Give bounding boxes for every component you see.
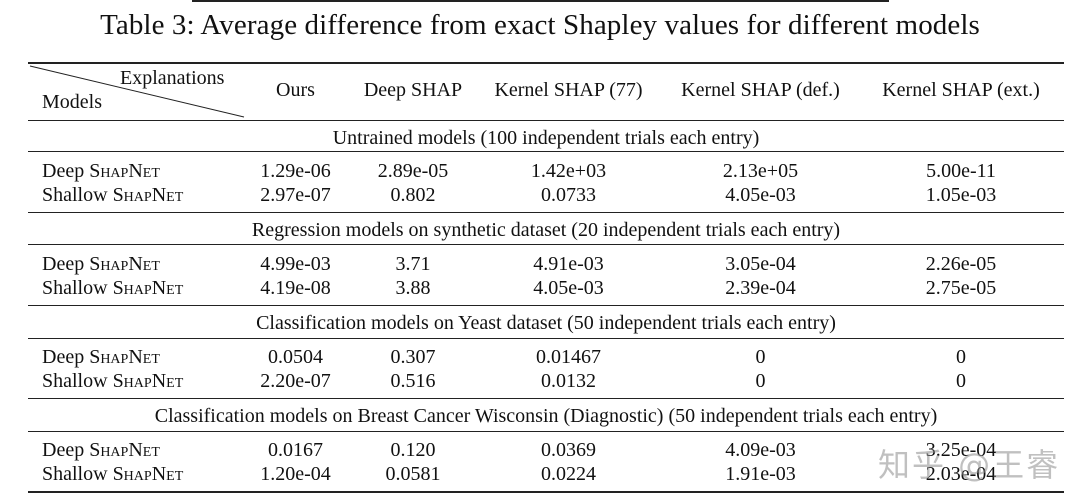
table-row: Shallow ShapNet 2.97e-07 0.802 0.0733 4.…	[28, 183, 1064, 207]
models-label: Models	[42, 91, 102, 113]
model-prefix: Shallow	[42, 184, 113, 206]
model-shapnet: ShapNet	[89, 160, 160, 182]
model-name: Deep ShapNet	[42, 438, 160, 462]
model-name: Deep ShapNet	[42, 345, 160, 369]
section-title-yeast: Classification models on Yeast dataset (…	[256, 312, 836, 334]
section-title-breast-cancer: Classification models on Breast Cancer W…	[154, 405, 938, 427]
cell-kernel-shap-def: 2.39e-04	[725, 277, 796, 299]
cell-kernel-shap-ext: 2.26e-05	[925, 253, 997, 275]
cell-kernel-shap-ext: 2.03e-04	[925, 463, 997, 485]
cell-kernel-shap-def: 1.91e-03	[725, 463, 796, 485]
model-shapnet: ShapNet	[112, 184, 184, 206]
cell-kernel-shap-ext: 3.25e-04	[925, 439, 997, 461]
table-row: Shallow ShapNet 1.20e-04 0.0581 0.0224 1…	[28, 462, 1064, 486]
cell-kernel-shap-77: 0.0132	[541, 370, 596, 392]
cell-kernel-shap-ext: 2.75e-05	[925, 277, 997, 299]
section-title-regression: Regression models on synthetic dataset (…	[251, 219, 841, 241]
cell-kernel-shap-def: 2.13e+05	[722, 160, 799, 182]
cell-kernel-shap-def: 3.05e-04	[725, 253, 796, 275]
col-header-kernel-shap-def: Kernel SHAP (def.)	[681, 79, 840, 101]
model-name: Deep ShapNet	[42, 252, 160, 276]
section-rule	[28, 338, 1064, 339]
cell-deep-shap: 3.88	[395, 277, 431, 299]
table-header: Explanations Models Ours Deep SHAP Kerne…	[28, 64, 1064, 120]
section-title-untrained: Untrained models (100 independent trials…	[332, 127, 760, 149]
model-prefix: Shallow	[42, 463, 113, 485]
cell-ours: 4.99e-03	[260, 253, 331, 275]
model-shapnet: ShapNet	[112, 370, 184, 392]
section-rule	[28, 431, 1064, 432]
model-shapnet: ShapNet	[89, 253, 160, 275]
cell-kernel-shap-ext: 5.00e-11	[926, 160, 996, 182]
table-caption: Table 3: Average difference from exact S…	[100, 9, 980, 41]
cell-kernel-shap-def: 0	[755, 370, 766, 392]
cell-ours: 2.20e-07	[260, 370, 331, 392]
col-header-kernel-shap-77: Kernel SHAP (77)	[494, 79, 643, 101]
cell-kernel-shap-77: 0.0733	[541, 184, 596, 206]
model-shapnet: ShapNet	[112, 277, 184, 299]
cell-ours: 1.29e-06	[260, 160, 331, 182]
cell-deep-shap: 0.802	[390, 184, 436, 206]
col-header-ours: Ours	[276, 79, 315, 101]
cell-kernel-shap-77: 1.42e+03	[530, 160, 607, 182]
cell-kernel-shap-def: 4.09e-03	[725, 439, 796, 461]
cell-kernel-shap-77: 4.05e-03	[533, 277, 604, 299]
cell-kernel-shap-77: 4.91e-03	[533, 253, 604, 275]
table-row: Shallow ShapNet 2.20e-07 0.516 0.0132 0 …	[28, 369, 1064, 393]
cell-ours: 2.97e-07	[260, 184, 331, 206]
header-rule	[28, 120, 1064, 121]
model-name: Deep ShapNet	[42, 159, 160, 183]
section-rule	[28, 151, 1064, 152]
cell-kernel-shap-ext: 0	[956, 370, 966, 392]
model-prefix: Deep	[42, 346, 90, 368]
diagonal-header-cell: Explanations Models	[28, 64, 248, 120]
cell-kernel-shap-ext: 0	[956, 346, 966, 368]
model-name: Shallow ShapNet	[42, 369, 183, 393]
cell-deep-shap: 3.71	[395, 253, 431, 275]
table-row: Shallow ShapNet 4.19e-08 3.88 4.05e-03 2…	[28, 276, 1064, 300]
section-rule	[28, 244, 1064, 245]
section-rule	[28, 398, 1064, 399]
cell-ours: 4.19e-08	[260, 277, 331, 299]
cell-ours: 0.0167	[268, 439, 323, 461]
explanations-label: Explanations	[120, 67, 225, 89]
model-prefix: Deep	[42, 160, 90, 182]
model-prefix: Deep	[42, 439, 90, 461]
table-row: Deep ShapNet 1.29e-06 2.89e-05 1.42e+03 …	[28, 159, 1064, 183]
table-row: Deep ShapNet 0.0167 0.120 0.0369 4.09e-0…	[28, 438, 1064, 462]
cell-ours: 1.20e-04	[260, 463, 331, 485]
cell-deep-shap: 2.89e-05	[377, 160, 449, 182]
diagonal-line	[29, 65, 245, 118]
model-prefix: Deep	[42, 253, 90, 275]
model-shapnet: ShapNet	[89, 439, 160, 461]
table-row: Deep ShapNet 0.0504 0.307 0.01467 0 0	[28, 345, 1064, 369]
top-rule	[192, 0, 889, 2]
section-rule	[28, 212, 1064, 213]
cell-kernel-shap-def: 4.05e-03	[725, 184, 796, 206]
cell-kernel-shap-77: 0.0369	[541, 439, 596, 461]
cell-deep-shap: 0.516	[390, 370, 436, 392]
col-header-deep-shap: Deep SHAP	[363, 79, 463, 101]
cell-deep-shap: 0.307	[390, 346, 436, 368]
cell-kernel-shap-ext: 1.05e-03	[925, 184, 997, 206]
watermark: 知乎 @王睿	[878, 446, 1061, 484]
cell-kernel-shap-def: 0	[755, 346, 766, 368]
model-name: Shallow ShapNet	[42, 276, 183, 300]
table-bottom-rule	[28, 491, 1064, 493]
cell-kernel-shap-77: 0.0224	[541, 463, 596, 485]
model-prefix: Shallow	[42, 277, 113, 299]
model-prefix: Shallow	[42, 370, 113, 392]
model-shapnet: ShapNet	[112, 463, 184, 485]
section-rule	[28, 305, 1064, 306]
cell-deep-shap: 0.0581	[385, 463, 441, 485]
cell-deep-shap: 0.120	[390, 439, 436, 461]
cell-ours: 0.0504	[268, 346, 323, 368]
model-name: Shallow ShapNet	[42, 183, 183, 207]
model-shapnet: ShapNet	[89, 346, 160, 368]
col-header-kernel-shap-ext: Kernel SHAP (ext.)	[882, 79, 1040, 101]
cell-kernel-shap-77: 0.01467	[536, 346, 601, 368]
table-top-rule	[28, 62, 1064, 64]
model-name: Shallow ShapNet	[42, 462, 183, 486]
table-row: Deep ShapNet 4.99e-03 3.71 4.91e-03 3.05…	[28, 252, 1064, 276]
